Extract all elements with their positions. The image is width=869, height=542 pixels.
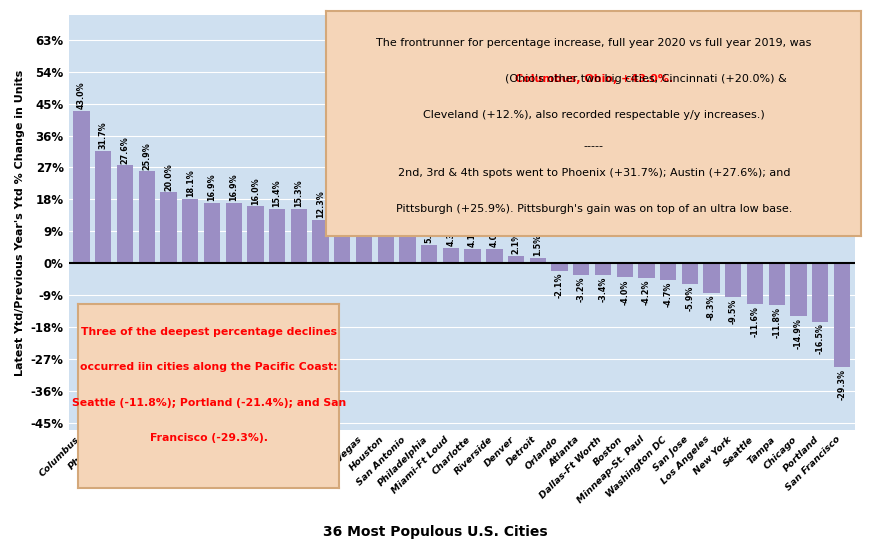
Text: -9.5%: -9.5% xyxy=(728,299,737,324)
Bar xyxy=(269,209,285,263)
Text: -8.3%: -8.3% xyxy=(706,294,715,320)
Text: 16.0%: 16.0% xyxy=(250,177,260,205)
Bar xyxy=(660,263,675,280)
Text: Cleveland (+12.%), also recorded respectable y/y increases.): Cleveland (+12.%), also recorded respect… xyxy=(422,110,764,120)
Text: 1.5%: 1.5% xyxy=(533,234,541,256)
Bar xyxy=(551,263,567,270)
Bar xyxy=(486,249,502,263)
Bar xyxy=(203,203,220,263)
Y-axis label: Latest Ytd/Previous Year's Ytd % Change in Units: Latest Ytd/Previous Year's Ytd % Change … xyxy=(15,69,25,376)
Text: 36 Most Populous U.S. Cities: 36 Most Populous U.S. Cities xyxy=(322,525,547,539)
Text: 16.9%: 16.9% xyxy=(207,174,216,202)
Bar xyxy=(138,171,155,263)
Text: Three of the deepest percentage declines: Three of the deepest percentage declines xyxy=(81,327,336,338)
Text: 2.1%: 2.1% xyxy=(511,232,520,254)
Text: Columbus, Ohio, +43.0%.: Columbus, Ohio, +43.0%. xyxy=(514,74,672,84)
Text: 31.7%: 31.7% xyxy=(99,121,108,149)
Text: Seattle (-11.8%); Portland (-21.4%); and San: Seattle (-11.8%); Portland (-21.4%); and… xyxy=(71,397,346,408)
Text: -14.9%: -14.9% xyxy=(793,318,802,349)
Bar xyxy=(507,256,524,263)
Text: -5.9%: -5.9% xyxy=(685,286,693,311)
Text: -11.6%: -11.6% xyxy=(750,306,759,337)
Bar xyxy=(767,263,784,305)
Bar xyxy=(182,199,198,263)
Text: Pittsburgh (+25.9%). Pittsburgh's gain was on top of an ultra low base.: Pittsburgh (+25.9%). Pittsburgh's gain w… xyxy=(395,204,791,214)
Text: -3.4%: -3.4% xyxy=(598,277,607,302)
Text: 16.9%: 16.9% xyxy=(229,174,238,202)
Bar xyxy=(638,263,653,278)
Bar xyxy=(116,165,133,263)
Bar xyxy=(464,249,481,263)
Text: -2.1%: -2.1% xyxy=(554,273,563,298)
Bar xyxy=(789,263,806,316)
Bar xyxy=(573,263,588,275)
Text: -11.8%: -11.8% xyxy=(772,307,780,338)
Text: 18.1%: 18.1% xyxy=(185,170,195,197)
Bar xyxy=(811,263,827,322)
Text: 4.0%: 4.0% xyxy=(489,225,498,247)
Bar xyxy=(703,263,719,293)
Bar xyxy=(833,263,849,367)
Text: -4.0%: -4.0% xyxy=(620,279,628,305)
Text: (Ohio's other two big cities, Cincinnati (+20.0%) &: (Ohio's other two big cities, Cincinnati… xyxy=(400,74,786,84)
Bar xyxy=(355,221,372,263)
Text: 10.8%: 10.8% xyxy=(402,195,412,223)
Bar xyxy=(247,207,263,263)
Text: -16.5%: -16.5% xyxy=(815,324,824,354)
Text: Francisco (-29.3%).: Francisco (-29.3%). xyxy=(149,433,268,442)
Bar xyxy=(746,263,762,304)
Text: 15.3%: 15.3% xyxy=(294,179,303,207)
Bar xyxy=(160,192,176,263)
Text: The frontrunner for percentage increase, full year 2020 vs full year 2019, was: The frontrunner for percentage increase,… xyxy=(375,38,811,48)
Text: 43.0%: 43.0% xyxy=(77,81,86,109)
Text: -4.2%: -4.2% xyxy=(641,280,650,305)
Text: 5.2%: 5.2% xyxy=(424,221,433,243)
Text: 25.9%: 25.9% xyxy=(143,142,151,170)
Bar xyxy=(399,225,415,263)
Text: 12.0%: 12.0% xyxy=(359,191,368,219)
Text: -29.3%: -29.3% xyxy=(837,369,846,400)
Text: 27.6%: 27.6% xyxy=(121,136,129,164)
Bar xyxy=(290,209,307,263)
Text: 20.0%: 20.0% xyxy=(163,163,173,190)
Text: 12.0%: 12.0% xyxy=(337,191,347,219)
Bar xyxy=(312,220,328,263)
Text: -3.2%: -3.2% xyxy=(576,276,585,302)
Bar xyxy=(95,151,111,263)
Bar xyxy=(421,245,437,263)
Bar xyxy=(616,263,632,278)
Bar xyxy=(377,224,394,263)
Text: 4.3%: 4.3% xyxy=(446,224,454,246)
Text: 4.1%: 4.1% xyxy=(468,225,476,247)
Text: -----: ----- xyxy=(583,141,603,151)
Bar xyxy=(681,263,697,284)
Bar xyxy=(73,111,90,263)
Text: 10.9%: 10.9% xyxy=(381,195,390,223)
Bar xyxy=(442,248,459,263)
Bar xyxy=(334,221,350,263)
Text: 2nd, 3rd & 4th spots went to Phoenix (+31.7%); Austin (+27.6%); and: 2nd, 3rd & 4th spots went to Phoenix (+3… xyxy=(397,169,789,178)
Text: -4.7%: -4.7% xyxy=(663,282,672,307)
Bar xyxy=(225,203,242,263)
Bar xyxy=(725,263,740,297)
Text: 15.4%: 15.4% xyxy=(272,179,282,207)
Bar xyxy=(529,258,546,263)
Text: occurred iin cities along the Pacific Coast:: occurred iin cities along the Pacific Co… xyxy=(80,363,337,372)
Bar xyxy=(594,263,610,275)
Text: 12.3%: 12.3% xyxy=(315,190,325,218)
